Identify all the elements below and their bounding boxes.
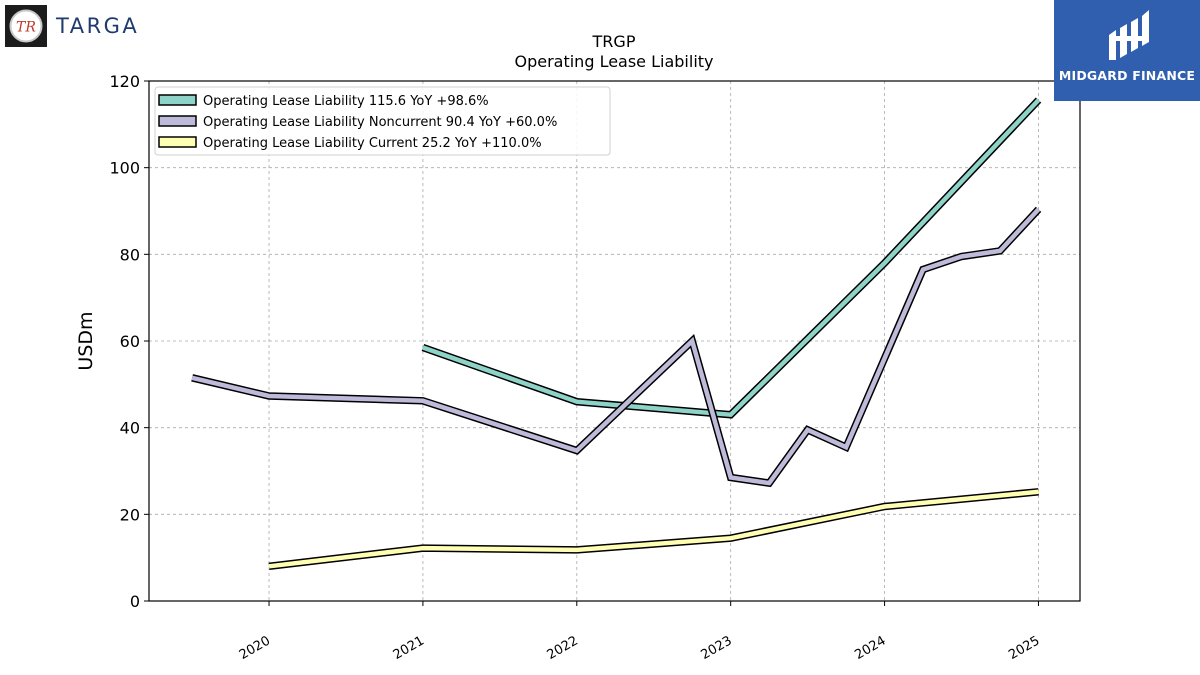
x-tick-label: 2021 xyxy=(391,633,427,663)
y-tick-label: 80 xyxy=(120,245,140,264)
series-line-outline xyxy=(191,206,1042,488)
legend-box xyxy=(154,86,611,156)
x-tick-label: 2022 xyxy=(545,633,581,663)
x-tick-label: 2025 xyxy=(1006,633,1042,663)
series-line xyxy=(422,98,1041,418)
legend-label: Operating Lease Liability Noncurrent 90.… xyxy=(203,115,557,130)
series-layer xyxy=(191,97,1042,571)
y-tick-label: 20 xyxy=(120,505,140,524)
legend-swatch xyxy=(158,136,197,148)
y-tick-label: 40 xyxy=(120,419,140,438)
legend-swatch xyxy=(158,94,197,106)
series-0 xyxy=(421,97,1042,419)
chart-title: TRGP xyxy=(592,32,636,51)
x-tick-label: 2024 xyxy=(852,633,888,663)
legend-label: Operating Lease Liability 115.6 YoY +98.… xyxy=(203,94,489,109)
series-line xyxy=(268,489,1039,569)
legend-swatch xyxy=(158,115,197,127)
y-tick-label: 0 xyxy=(130,592,140,611)
y-axis-label: USDm xyxy=(75,311,97,370)
axis-ticks: 0 20 40 60 80 100 120 2020 2021 2022 2023 2024 2025 xyxy=(109,72,1042,663)
legend-label: Operating Lease Liability Current 25.2 Y… xyxy=(203,136,542,151)
x-tick-label: 2020 xyxy=(237,633,273,663)
targa-monogram: TR xyxy=(16,20,36,36)
chart-subtitle: Operating Lease Liability xyxy=(514,52,713,71)
targa-logo-text: TARGA xyxy=(56,14,140,38)
brand-name: MIDGARD FINANCE xyxy=(1058,68,1196,83)
series-1 xyxy=(191,206,1042,488)
series-line xyxy=(191,207,1041,486)
y-tick-label: 100 xyxy=(109,159,140,178)
targa-logo: TR TARGA xyxy=(5,5,165,47)
targa-logo-icon: TR xyxy=(5,5,47,47)
midgard-finance-logo: MIDGARD FINANCE xyxy=(1054,0,1200,101)
midgard-mark-icon xyxy=(1109,10,1149,60)
y-tick-label: 120 xyxy=(109,72,140,91)
x-tick-label: 2023 xyxy=(699,633,735,663)
grid xyxy=(149,80,1080,602)
legend: Operating Lease Liability 115.6 YoY +98.… xyxy=(154,86,611,156)
y-tick-label: 60 xyxy=(120,332,140,351)
series-2 xyxy=(268,488,1039,571)
